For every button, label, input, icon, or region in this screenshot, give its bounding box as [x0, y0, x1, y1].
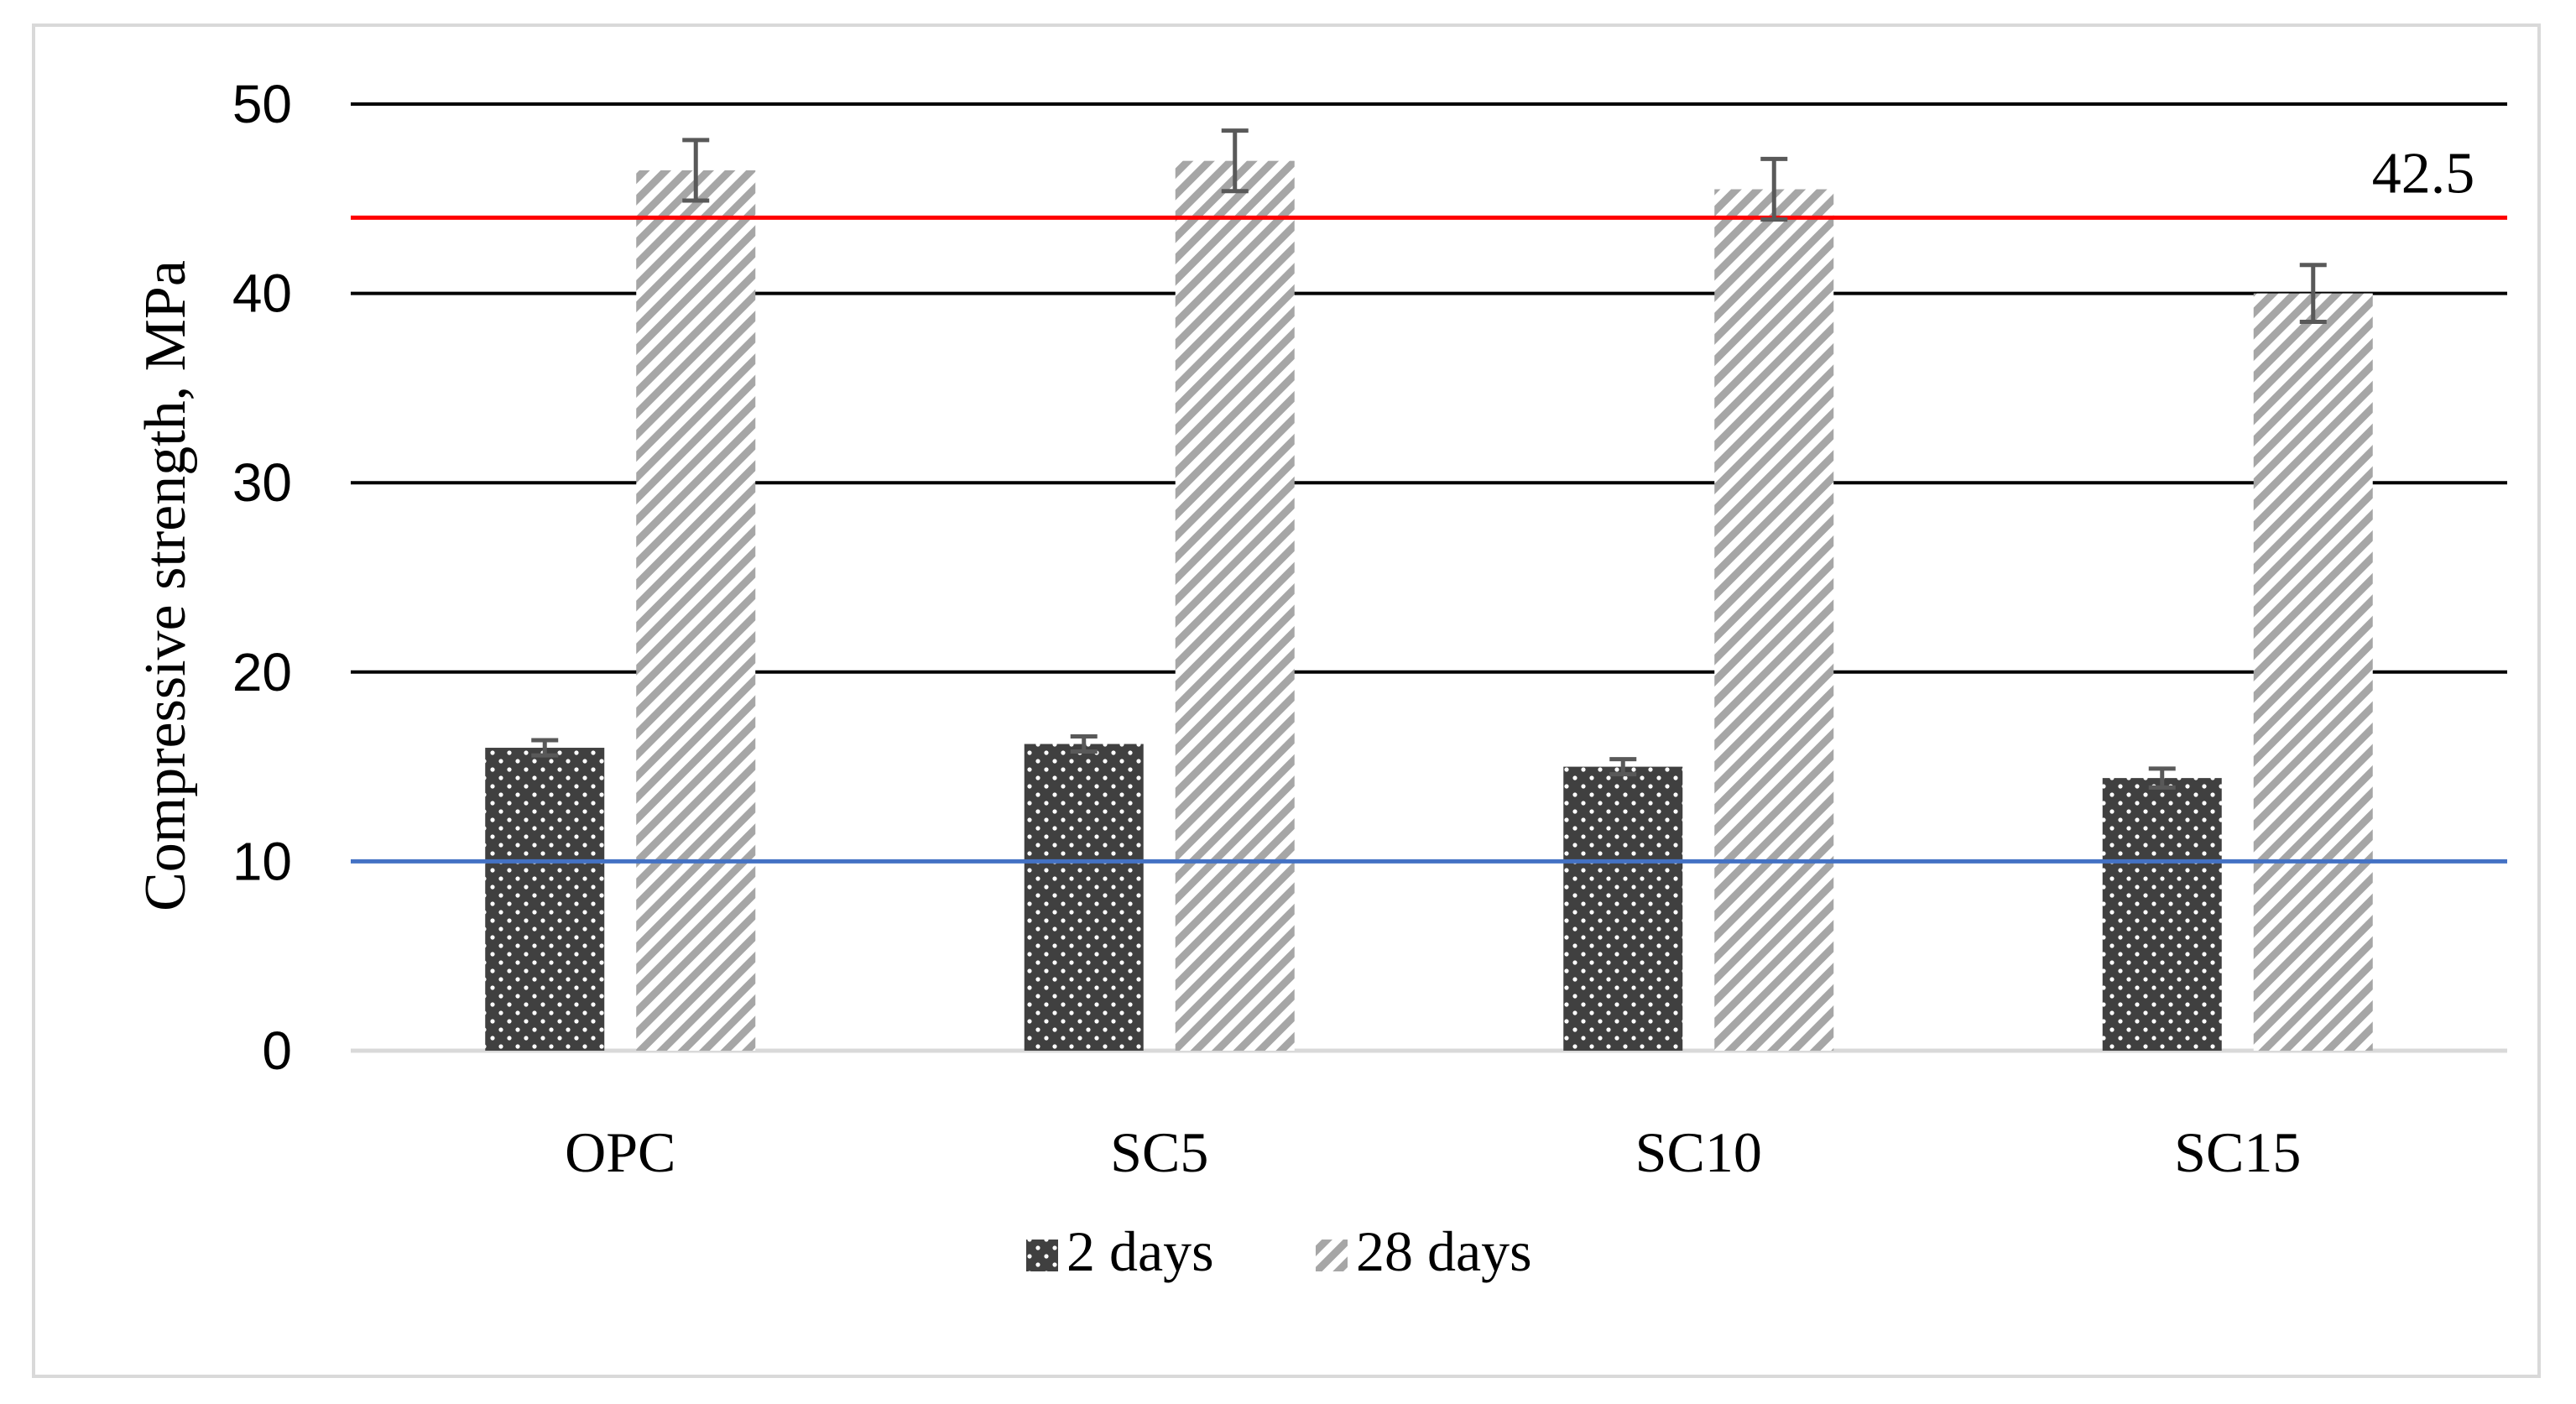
y-tick-label: 50	[232, 74, 292, 134]
y-axis-label: Compressive strength, MPa	[133, 260, 198, 911]
bar-2-days-sc10	[1563, 766, 1683, 1051]
legend: 2 days 28 days	[1026, 1219, 1532, 1283]
chart-frame: 0 10 20 30 40 50 OPC SC5 SC10 SC15 42.5 Compressiv…	[32, 23, 2541, 1378]
y-tick-label: 30	[232, 452, 292, 513]
legend-label-28-days: 28 days	[1356, 1219, 1532, 1283]
x-tick-label: OPC	[565, 1120, 675, 1184]
y-tick-label: 0	[262, 1020, 292, 1081]
bar-28-days-opc	[636, 170, 756, 1052]
chart: 0 10 20 30 40 50 OPC SC5 SC10 SC15 42.5 Compressiv…	[133, 74, 2507, 1283]
x-tick-label: SC15	[2174, 1120, 2301, 1184]
legend-swatch-28-days	[1316, 1240, 1348, 1271]
y-tick-label: 20	[232, 642, 292, 702]
y-tick-label: 40	[232, 264, 292, 324]
bar-2-days-opc	[485, 748, 605, 1051]
bar-2-days-sc5	[1024, 744, 1144, 1051]
reference-line-label: 42.5	[2372, 141, 2475, 206]
bar-28-days-sc10	[1714, 189, 1834, 1051]
x-tick-label: SC10	[1635, 1120, 1762, 1184]
legend-label-2-days: 2 days	[1066, 1219, 1214, 1283]
x-tick-label: SC5	[1110, 1120, 1208, 1184]
y-tick-label: 10	[232, 831, 292, 891]
bar-28-days-sc15	[2253, 293, 2373, 1052]
legend-swatch-2-days	[1026, 1240, 1058, 1271]
bar-2-days-sc15	[2102, 778, 2222, 1051]
bar-28-days-sc5	[1175, 160, 1295, 1052]
